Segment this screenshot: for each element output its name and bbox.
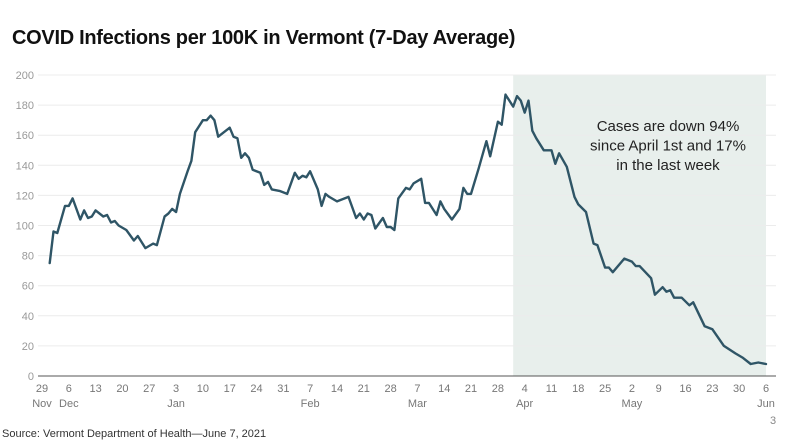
x-tick-label: 25 bbox=[599, 383, 611, 395]
x-tick-label: 10 bbox=[197, 383, 209, 395]
annotation-line: since April 1st and 17% bbox=[590, 138, 746, 155]
x-tick-label: 21 bbox=[358, 383, 370, 395]
x-tick-label: 28 bbox=[384, 383, 396, 395]
x-tick-month-label: Jun bbox=[757, 398, 775, 410]
x-tick-label: 14 bbox=[438, 383, 450, 395]
y-tick-label: 140 bbox=[16, 160, 34, 172]
x-tick-label: 9 bbox=[656, 383, 662, 395]
x-tick-month-label: Jan bbox=[167, 398, 185, 410]
x-tick-label: 7 bbox=[307, 383, 313, 395]
x-tick-month-label: Dec bbox=[59, 398, 79, 410]
x-tick-label: 6 bbox=[763, 383, 769, 395]
x-tick-label: 3 bbox=[173, 383, 179, 395]
x-tick-month-label: Feb bbox=[301, 398, 320, 410]
x-tick-label: 6 bbox=[66, 383, 72, 395]
x-tick-label: 27 bbox=[143, 383, 155, 395]
x-tick-label: 24 bbox=[250, 383, 262, 395]
x-tick-label: 18 bbox=[572, 383, 584, 395]
annotation-line: in the last week bbox=[616, 157, 720, 174]
y-tick-label: 80 bbox=[22, 251, 34, 263]
x-tick-label: 20 bbox=[116, 383, 128, 395]
x-tick-month-label: Nov bbox=[32, 398, 52, 410]
x-tick-label: 23 bbox=[706, 383, 718, 395]
source-note: Source: Vermont Department of Health—Jun… bbox=[2, 428, 267, 440]
y-tick-label: 200 bbox=[16, 70, 34, 82]
y-tick-label: 0 bbox=[28, 371, 34, 383]
y-tick-label: 40 bbox=[22, 311, 34, 323]
y-tick-label: 180 bbox=[16, 100, 34, 112]
x-tick-label: 31 bbox=[277, 383, 289, 395]
y-tick-label: 160 bbox=[16, 130, 34, 142]
x-tick-month-label: Apr bbox=[516, 398, 533, 410]
x-tick-label: 14 bbox=[331, 383, 343, 395]
x-tick-label: 16 bbox=[679, 383, 691, 395]
x-tick-month-label: Mar bbox=[408, 398, 427, 410]
page-number: 3 bbox=[770, 415, 777, 427]
y-tick-label: 100 bbox=[16, 221, 34, 233]
x-tick-label: 2 bbox=[629, 383, 635, 395]
x-tick-label: 17 bbox=[224, 383, 236, 395]
x-tick-label: 30 bbox=[733, 383, 745, 395]
x-tick-label: 7 bbox=[414, 383, 420, 395]
y-tick-label: 120 bbox=[16, 190, 34, 202]
x-tick-label: 11 bbox=[546, 383, 557, 395]
y-tick-label: 20 bbox=[22, 341, 34, 353]
annotation-line: Cases are down 94% bbox=[597, 118, 740, 135]
x-tick-label: 4 bbox=[522, 383, 528, 395]
x-tick-label: 13 bbox=[90, 383, 102, 395]
x-tick-label: 29 bbox=[36, 383, 48, 395]
x-tick-month-label: May bbox=[622, 398, 643, 410]
y-tick-label: 60 bbox=[22, 281, 34, 293]
chart-title: COVID Infections per 100K in Vermont (7-… bbox=[12, 27, 516, 49]
x-tick-label: 21 bbox=[465, 383, 477, 395]
x-tick-label: 28 bbox=[492, 383, 504, 395]
